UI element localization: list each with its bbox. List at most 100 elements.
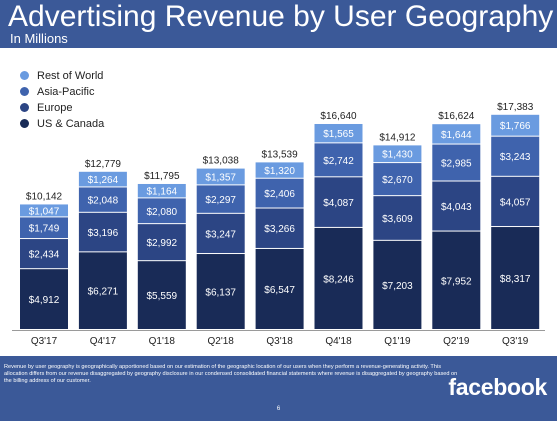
legend-label: Asia-Pacific bbox=[37, 85, 95, 98]
bar-segment-us-canada bbox=[373, 240, 422, 329]
data-label-europe: $3,247 bbox=[205, 229, 236, 240]
bar-segment-asia-pacific bbox=[491, 136, 540, 176]
bar-segment-us-canada bbox=[20, 269, 68, 329]
total-label: $11,795 bbox=[144, 171, 180, 182]
total-label: $16,624 bbox=[438, 111, 475, 122]
total-label: $12,779 bbox=[85, 159, 122, 170]
bar-segment-us-canada bbox=[255, 248, 304, 329]
bar-segment-us-canada bbox=[196, 254, 245, 329]
total-label: $17,383 bbox=[497, 102, 534, 113]
x-tick-label: Q2'19 bbox=[443, 336, 470, 347]
data-label-rest-of-world: $1,565 bbox=[323, 129, 354, 140]
title-banner: Advertising Revenue by User Geography In… bbox=[0, 0, 557, 48]
bar-segment-asia-pacific bbox=[432, 144, 481, 181]
bar-segment-europe bbox=[255, 208, 304, 248]
legend-label: Europe bbox=[37, 101, 73, 114]
bar-segment-us-canada bbox=[78, 252, 127, 329]
page-subtitle: In Millions bbox=[10, 31, 68, 46]
legend-item-asia-pacific: Asia-Pacific bbox=[20, 84, 104, 99]
legend-swatch-us-canada bbox=[20, 119, 29, 128]
data-label-us-canada: $8,317 bbox=[500, 274, 531, 285]
data-label-us-canada: $5,559 bbox=[147, 291, 178, 302]
data-label-us-canada: $6,547 bbox=[264, 285, 295, 296]
bar-segment-rest-of-world bbox=[432, 124, 481, 144]
bar-segment-europe bbox=[78, 212, 127, 252]
bar-segment-europe bbox=[20, 239, 68, 269]
total-label: $16,640 bbox=[320, 111, 357, 122]
bar-segment-us-canada bbox=[314, 227, 363, 329]
data-label-us-canada: $6,271 bbox=[88, 287, 119, 298]
bar-segment-europe bbox=[432, 181, 481, 231]
stacked-bar-chart: $4,912 $2,434 $1,749 $1,047 $10,142 Q3'17 $6,2… bbox=[12, 102, 545, 347]
bar-segment-rest-of-world bbox=[20, 204, 68, 217]
bar-segment-rest-of-world bbox=[196, 168, 245, 185]
data-label-rest-of-world: $1,357 bbox=[205, 172, 236, 183]
data-label-europe: $3,196 bbox=[88, 228, 119, 239]
data-label-asia-pacific: $2,742 bbox=[323, 156, 354, 167]
data-label-rest-of-world: $1,766 bbox=[500, 121, 531, 132]
bar-segment-asia-pacific bbox=[196, 185, 245, 213]
data-label-rest-of-world: $1,047 bbox=[29, 206, 60, 217]
bar-segment-rest-of-world bbox=[491, 114, 540, 136]
x-tick-label: Q2'18 bbox=[208, 336, 235, 347]
data-label-us-canada: $4,912 bbox=[29, 295, 60, 306]
bar-segment-rest-of-world bbox=[314, 123, 363, 143]
data-label-europe: $4,043 bbox=[441, 202, 472, 213]
bar-segment-asia-pacific bbox=[314, 143, 363, 177]
data-label-asia-pacific: $2,670 bbox=[382, 175, 413, 186]
bar-segment-europe bbox=[314, 177, 363, 227]
chart-legend: Rest of World Asia-Pacific Europe US & C… bbox=[20, 68, 104, 132]
x-tick-label: Q3'19 bbox=[502, 336, 529, 347]
data-label-us-canada: $8,246 bbox=[323, 274, 354, 285]
total-label: $10,142 bbox=[26, 191, 63, 202]
data-label-europe: $4,087 bbox=[323, 198, 354, 209]
legend-item-rest-of-world: Rest of World bbox=[20, 68, 104, 83]
data-label-rest-of-world: $1,264 bbox=[88, 175, 119, 186]
bar-segment-asia-pacific bbox=[255, 178, 304, 208]
legend-swatch-europe bbox=[20, 103, 29, 112]
bar-segment-europe bbox=[196, 213, 245, 254]
x-tick-label: Q4'18 bbox=[325, 336, 352, 347]
bar-segment-europe bbox=[373, 196, 422, 240]
data-label-rest-of-world: $1,430 bbox=[382, 150, 413, 161]
data-label-europe: $3,609 bbox=[382, 214, 413, 225]
x-tick-label: Q1'19 bbox=[384, 336, 411, 347]
data-label-rest-of-world: $1,164 bbox=[147, 187, 178, 198]
bar-segment-rest-of-world bbox=[255, 162, 304, 178]
legend-label: Rest of World bbox=[37, 69, 104, 82]
data-label-rest-of-world: $1,644 bbox=[441, 130, 472, 141]
bar-segment-us-canada bbox=[491, 227, 540, 329]
x-tick-label: Q1'18 bbox=[149, 336, 176, 347]
data-label-rest-of-world: $1,320 bbox=[264, 166, 295, 177]
data-label-us-canada: $7,952 bbox=[441, 276, 472, 287]
bar-segment-asia-pacific bbox=[20, 217, 68, 239]
data-label-asia-pacific: $1,749 bbox=[29, 224, 60, 235]
footnote: Revenue by user geography is geographica… bbox=[4, 364, 458, 384]
data-label-asia-pacific: $2,048 bbox=[88, 196, 119, 207]
data-label-europe: $2,992 bbox=[147, 238, 178, 249]
data-label-asia-pacific: $3,243 bbox=[500, 152, 531, 163]
bar-segment-us-canada bbox=[137, 261, 186, 329]
bar-segment-rest-of-world bbox=[137, 183, 186, 198]
x-tick-label: Q3'17 bbox=[31, 336, 58, 347]
bar-segment-rest-of-world bbox=[78, 171, 127, 187]
legend-item-us-canada: US & Canada bbox=[20, 116, 104, 131]
data-label-europe: $4,057 bbox=[500, 197, 531, 208]
legend-swatch-asia-pacific bbox=[20, 87, 29, 96]
bar-segment-asia-pacific bbox=[373, 163, 422, 196]
total-label: $13,038 bbox=[203, 156, 240, 167]
total-label: $13,539 bbox=[262, 149, 299, 160]
bar-segment-europe bbox=[137, 224, 186, 261]
data-label-asia-pacific: $2,985 bbox=[441, 159, 472, 170]
total-label: $14,912 bbox=[379, 132, 416, 143]
data-label-us-canada: $7,203 bbox=[382, 281, 413, 292]
bar-segment-asia-pacific bbox=[78, 187, 127, 212]
data-label-asia-pacific: $2,406 bbox=[264, 189, 295, 200]
data-label-us-canada: $6,137 bbox=[205, 288, 236, 299]
footer-banner: Revenue by user geography is geographica… bbox=[0, 356, 557, 421]
page-number: 6 bbox=[276, 406, 281, 412]
page-title: Advertising Revenue by User Geography bbox=[8, 0, 554, 33]
data-label-europe: $3,266 bbox=[264, 224, 295, 235]
bar-segment-rest-of-world bbox=[373, 145, 422, 163]
legend-item-europe: Europe bbox=[20, 100, 104, 115]
